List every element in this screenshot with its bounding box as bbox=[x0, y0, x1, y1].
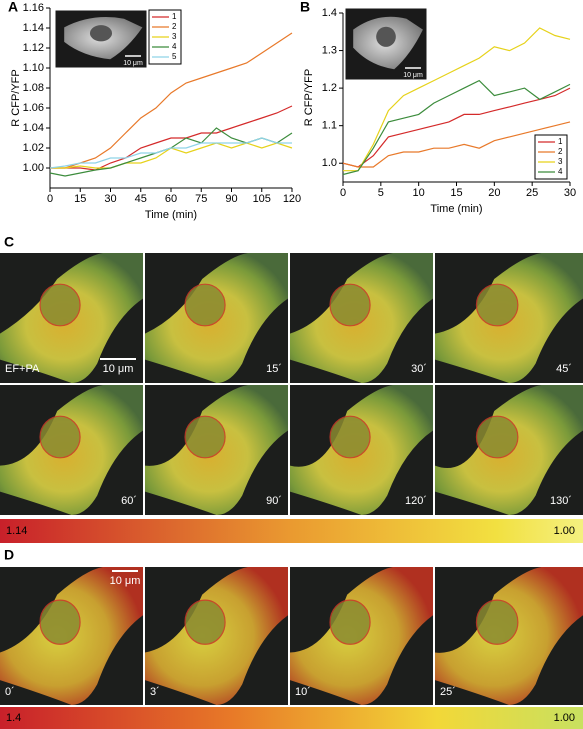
nucleus bbox=[184, 599, 226, 645]
y-axis-label: R CFP/YFP bbox=[10, 69, 22, 126]
time-label: 30´ bbox=[411, 363, 427, 375]
nucleus bbox=[39, 283, 81, 327]
time-label: EF+PA bbox=[5, 363, 40, 375]
x-axis-label: Time (min) bbox=[430, 203, 482, 215]
legend-label: 5 bbox=[172, 52, 177, 61]
scale-label: 10 μm bbox=[403, 72, 423, 79]
y-axis-label: R CFP/YFP bbox=[303, 69, 315, 126]
scale-label: 10 μm bbox=[103, 363, 134, 375]
series-line bbox=[342, 121, 571, 168]
x-tick-label: 15 bbox=[450, 187, 462, 199]
colorbar-label: 1.14 bbox=[6, 525, 27, 537]
legend-label: 3 bbox=[558, 157, 563, 166]
x-tick-label: 5 bbox=[378, 187, 384, 199]
y-tick-label: 1.02 bbox=[23, 142, 44, 154]
y-tick-label: 1.0 bbox=[322, 157, 337, 169]
nucleus bbox=[475, 283, 519, 327]
time-label: 130´ bbox=[550, 495, 572, 507]
series-line bbox=[342, 87, 571, 168]
x-tick-label: 45 bbox=[135, 193, 147, 205]
time-label: 3´ bbox=[150, 686, 160, 698]
x-tick-label: 0 bbox=[47, 193, 53, 205]
y-tick-label: 1.00 bbox=[23, 162, 44, 174]
legend-label: 2 bbox=[558, 147, 563, 156]
nucleus bbox=[329, 415, 371, 459]
series-line bbox=[49, 137, 292, 169]
x-tick-label: 60 bbox=[165, 193, 177, 205]
x-tick-label: 90 bbox=[225, 193, 237, 205]
colorbar-label: 1.00 bbox=[554, 712, 575, 724]
x-axis-label: Time (min) bbox=[145, 209, 197, 221]
nucleus bbox=[329, 283, 371, 327]
y-tick-label: 1.1 bbox=[322, 120, 337, 132]
series-line bbox=[343, 27, 571, 172]
nucleus bbox=[39, 415, 81, 459]
time-label: 15´ bbox=[266, 363, 282, 375]
x-tick-label: 30 bbox=[104, 193, 116, 205]
y-tick-label: 1.3 bbox=[322, 44, 337, 56]
time-label: 25´ bbox=[440, 686, 456, 698]
scale-label: 10 μm bbox=[123, 60, 143, 67]
legend-label: 1 bbox=[558, 137, 563, 146]
x-tick-label: 120 bbox=[283, 193, 301, 205]
time-label: 45´ bbox=[556, 363, 572, 375]
nucleus bbox=[39, 599, 81, 645]
y-tick-label: 1.2 bbox=[322, 82, 337, 94]
y-tick-label: 1.14 bbox=[23, 22, 44, 34]
x-tick-label: 15 bbox=[74, 193, 86, 205]
x-tick-label: 0 bbox=[340, 187, 346, 199]
panel-label: D bbox=[4, 547, 14, 563]
panel-label: A bbox=[8, 0, 18, 15]
colorbar-label: 1.00 bbox=[554, 525, 575, 537]
nucleus bbox=[475, 415, 519, 459]
x-tick-label: 10 bbox=[413, 187, 425, 199]
legend-label: 3 bbox=[172, 32, 177, 41]
series-line bbox=[342, 79, 571, 176]
y-tick-label: 1.10 bbox=[23, 62, 44, 74]
legend-label: 1 bbox=[172, 12, 177, 21]
scale-label: 10 μm bbox=[110, 575, 141, 587]
legend-label: 4 bbox=[172, 42, 177, 51]
x-tick-label: 20 bbox=[488, 187, 500, 199]
inset-nucleus bbox=[89, 25, 113, 42]
panel-label: C bbox=[4, 234, 14, 250]
y-tick-label: 1.16 bbox=[23, 2, 44, 14]
x-tick-label: 30 bbox=[564, 187, 576, 199]
time-label: 10´ bbox=[295, 686, 311, 698]
nucleus bbox=[329, 599, 371, 645]
nucleus bbox=[184, 283, 226, 327]
inset-nucleus bbox=[376, 26, 396, 47]
nucleus bbox=[184, 415, 226, 459]
colorbar bbox=[0, 519, 583, 543]
panel-label: B bbox=[300, 0, 310, 15]
time-label: 120´ bbox=[405, 495, 427, 507]
x-tick-label: 75 bbox=[195, 193, 207, 205]
nucleus bbox=[475, 599, 519, 645]
colorbar-label: 1.4 bbox=[6, 712, 21, 724]
series-line bbox=[50, 32, 293, 169]
x-tick-label: 105 bbox=[253, 193, 271, 205]
x-tick-label: 25 bbox=[526, 187, 538, 199]
legend-label: 2 bbox=[172, 22, 177, 31]
time-label: 60´ bbox=[121, 495, 137, 507]
series-line bbox=[50, 105, 293, 171]
y-tick-label: 1.06 bbox=[23, 102, 44, 114]
y-tick-label: 1.4 bbox=[322, 7, 337, 19]
series-line bbox=[50, 142, 293, 169]
y-tick-label: 1.08 bbox=[23, 82, 44, 94]
y-tick-label: 1.04 bbox=[23, 122, 44, 134]
colorbar bbox=[0, 707, 583, 729]
time-label: 90´ bbox=[266, 495, 282, 507]
time-label: 0´ bbox=[5, 686, 15, 698]
legend-label: 4 bbox=[558, 167, 563, 176]
y-tick-label: 1.12 bbox=[23, 42, 44, 54]
